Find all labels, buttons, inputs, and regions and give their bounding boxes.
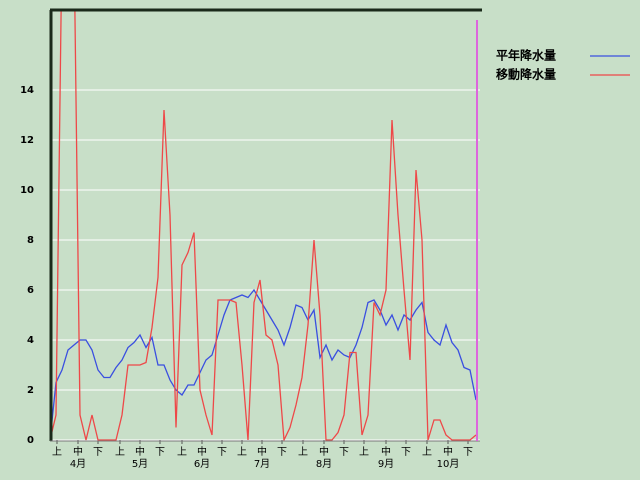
legend-label: 平年降水量 <box>496 48 556 63</box>
x-tick-label: 上 <box>422 446 432 458</box>
month-label: 6月 <box>194 458 210 470</box>
x-tick-label: 中 <box>381 445 391 458</box>
y-tick-label: 10 <box>20 185 34 196</box>
y-tick-label: 6 <box>27 285 34 296</box>
month-label: 10月 <box>437 458 460 470</box>
y-tick-label: 2 <box>27 385 34 396</box>
month-label: 7月 <box>254 458 270 470</box>
x-tick-label: 中 <box>319 445 329 458</box>
x-tick-label: 中 <box>73 445 83 458</box>
x-tick-label: 下 <box>93 447 103 458</box>
series-line <box>50 10 477 441</box>
x-tick-label: 下 <box>339 447 349 458</box>
x-tick-label: 上 <box>237 446 247 458</box>
x-tick-label: 上 <box>359 446 369 458</box>
x-tick-label: 下 <box>217 447 227 458</box>
legend-label: 移動降水量 <box>496 67 556 82</box>
x-tick-label: 下 <box>155 447 165 458</box>
x-tick-label: 下 <box>401 447 411 458</box>
x-tick-label: 上 <box>115 446 125 458</box>
x-tick-label: 中 <box>443 445 453 458</box>
month-label: 4月 <box>70 458 86 470</box>
x-tick-label: 中 <box>197 445 207 458</box>
y-tick-label: 12 <box>20 135 34 146</box>
month-label: 9月 <box>378 458 394 470</box>
x-tick-label: 上 <box>177 446 187 458</box>
y-tick-label: 4 <box>27 335 34 346</box>
x-tick-label: 中 <box>257 445 267 458</box>
month-label: 5月 <box>132 458 148 470</box>
x-tick-label: 上 <box>52 446 62 458</box>
x-tick-label: 中 <box>135 445 145 458</box>
y-tick-label: 8 <box>27 235 34 246</box>
x-tick-label: 下 <box>277 447 287 458</box>
x-tick-label: 上 <box>298 446 308 458</box>
month-label: 8月 <box>316 458 332 470</box>
y-tick-label: 0 <box>27 435 34 446</box>
y-tick-label: 14 <box>20 85 34 96</box>
x-tick-label: 下 <box>463 447 473 458</box>
